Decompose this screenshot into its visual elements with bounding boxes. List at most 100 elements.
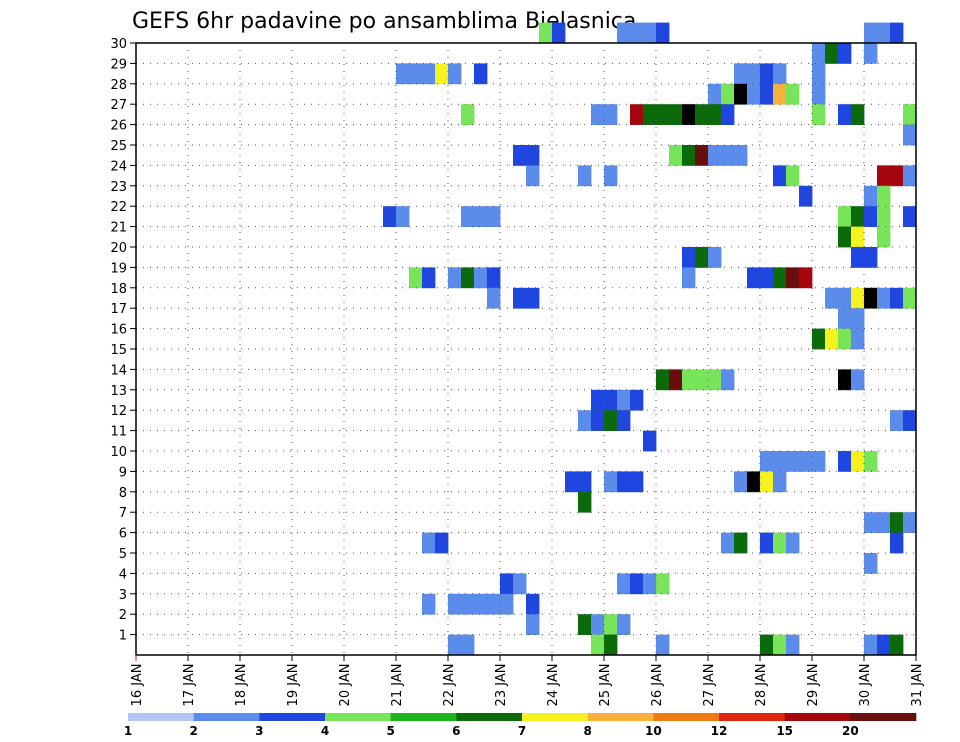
heat-cell — [656, 22, 670, 44]
legend-label: 3 — [255, 724, 263, 738]
heat-cell — [422, 593, 436, 615]
heat-cell — [383, 206, 397, 227]
heat-cell — [604, 410, 618, 431]
y-tick-label: 9 — [119, 465, 127, 480]
x-tick-label: 21 JAN — [390, 664, 405, 707]
heat-cell — [903, 287, 917, 309]
heat-cell — [877, 634, 891, 656]
x-tick-label: 20 JAN — [338, 664, 353, 707]
heat-cell — [734, 63, 748, 85]
heat-cell — [773, 634, 787, 656]
legend-swatch — [259, 713, 326, 721]
heat-cell — [786, 451, 800, 472]
heat-cell — [786, 83, 800, 105]
heat-cell — [903, 165, 917, 187]
y-tick-label: 24 — [110, 159, 127, 174]
legend-label: 8 — [583, 724, 591, 738]
heat-cell — [682, 145, 696, 166]
x-tick-label: 22 JAN — [442, 664, 457, 707]
heat-cell — [877, 185, 891, 207]
heat-cell — [435, 63, 449, 85]
heat-cell — [708, 369, 722, 391]
heat-cell — [851, 369, 865, 391]
heat-cell — [825, 287, 839, 309]
heat-cell — [903, 104, 917, 125]
heat-cell — [643, 430, 657, 452]
heat-cell — [851, 328, 865, 350]
heat-cell — [851, 247, 865, 268]
heat-cell — [604, 634, 618, 656]
heat-cell — [864, 22, 878, 44]
heat-cell — [760, 451, 774, 472]
heat-cell — [695, 104, 709, 125]
heat-cell — [695, 369, 709, 391]
legend-label: 4 — [321, 724, 329, 738]
legend-swatch — [587, 713, 654, 721]
legend-swatch — [719, 713, 785, 721]
heat-cell — [695, 247, 709, 268]
heat-cell — [552, 22, 566, 44]
heat-cell — [682, 247, 696, 268]
heat-cell — [526, 145, 540, 166]
heat-cell — [617, 614, 631, 635]
y-axis: 1234567891011121314151617181920212223242… — [110, 37, 136, 644]
heat-cell — [487, 206, 501, 227]
legend-swatch — [390, 713, 457, 721]
heat-cell — [630, 573, 644, 595]
heat-cell — [890, 410, 904, 431]
heat-cell — [838, 104, 852, 125]
heat-cell — [474, 267, 488, 289]
heat-cell — [604, 471, 618, 493]
heat-cell — [786, 634, 800, 656]
heat-cell — [773, 471, 787, 493]
heat-cell — [435, 532, 449, 554]
heat-cell — [448, 634, 462, 656]
y-tick-label: 29 — [110, 57, 127, 72]
heat-cell — [604, 389, 618, 411]
heat-cell — [812, 104, 826, 125]
heat-cell — [578, 614, 592, 635]
heat-cell — [630, 471, 644, 493]
heat-cell — [838, 206, 852, 227]
heat-cell — [682, 104, 696, 125]
heat-cell — [396, 63, 410, 85]
heat-cell — [838, 287, 852, 309]
x-tick-label: 26 JAN — [650, 664, 665, 707]
heat-cell — [526, 165, 540, 187]
legend-label: 15 — [776, 724, 793, 738]
y-tick-label: 25 — [110, 139, 127, 154]
heat-cell — [695, 145, 709, 166]
heat-cell — [890, 22, 904, 44]
x-tick-label: 16 JAN — [130, 664, 145, 707]
heat-cell — [877, 165, 891, 187]
x-tick-label: 18 JAN — [234, 664, 249, 707]
heat-cell — [643, 22, 657, 44]
heat-cell — [708, 145, 722, 166]
y-tick-label: 2 — [119, 608, 127, 623]
x-tick-label: 31 JAN — [910, 664, 925, 707]
heat-cell — [812, 43, 826, 64]
heat-cell — [422, 267, 436, 289]
y-tick-label: 6 — [119, 527, 127, 542]
heat-cell — [773, 532, 787, 554]
heat-cell — [617, 573, 631, 595]
y-tick-label: 12 — [110, 404, 127, 419]
y-tick-label: 22 — [110, 200, 127, 215]
y-tick-label: 30 — [110, 37, 127, 52]
heat-cell — [656, 573, 670, 595]
heat-cell — [461, 634, 475, 656]
heat-cell — [773, 165, 787, 187]
heat-cell — [903, 410, 917, 431]
heat-cell — [851, 206, 865, 227]
heat-cell — [721, 532, 735, 554]
heat-cell — [760, 83, 774, 105]
heat-cell — [864, 43, 878, 64]
heat-cell — [448, 63, 462, 85]
heat-cell — [838, 308, 852, 329]
heat-cell — [721, 83, 735, 105]
heat-cell — [838, 43, 852, 64]
heat-cell — [877, 206, 891, 227]
heat-cell — [877, 287, 891, 309]
heat-cell — [630, 22, 644, 44]
